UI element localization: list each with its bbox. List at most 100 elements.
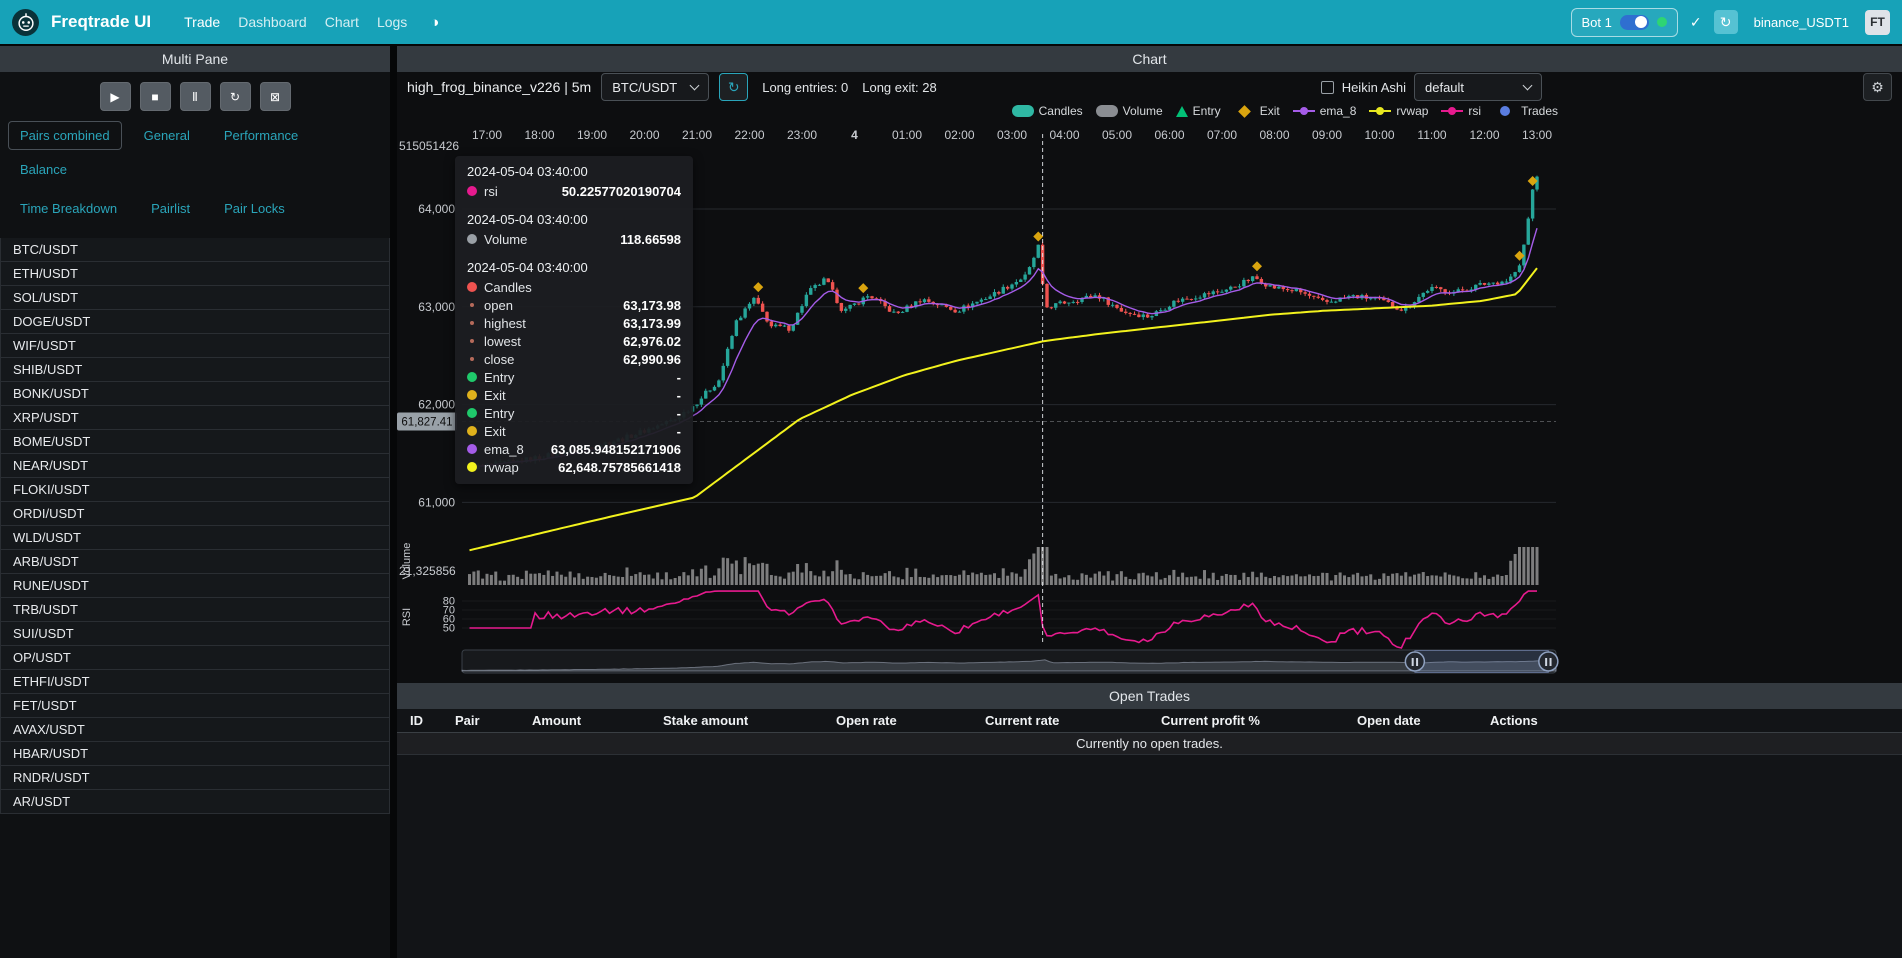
nav-link-trade[interactable]: Trade <box>184 14 221 30</box>
pause-bot-button[interactable]: Ⅱ <box>179 82 211 111</box>
cancel-open-orders-button[interactable]: ⊠ <box>259 82 291 111</box>
legend-item-ema-8[interactable]: ema_8 <box>1292 104 1357 118</box>
tab-balance[interactable]: Balance <box>20 162 67 177</box>
legend-item-rsi[interactable]: rsi <box>1441 104 1481 118</box>
column-header-actions: Actions <box>1490 713 1538 728</box>
price-chart[interactable]: 64,000 63,000 62,000 61,000 17:00 18:00 19:00 2… <box>397 120 1902 680</box>
tooltip-row-entry: Entry - <box>467 368 681 386</box>
pair-item-hbar-usdt[interactable]: HBAR/USDT <box>0 741 390 766</box>
pair-select[interactable]: BTC/USDT <box>601 73 710 101</box>
stop-bot-button[interactable]: ■ <box>139 82 171 111</box>
chart-refresh-button[interactable]: ↻ <box>719 73 749 101</box>
svg-text:03:00: 03:00 <box>997 128 1027 142</box>
legend-item-candles[interactable]: Candles <box>1011 104 1083 118</box>
exchange-login-label: binance_USDT1 <box>1753 14 1849 30</box>
pair-item-wif-usdt[interactable]: WIF/USDT <box>0 333 390 358</box>
tab-time-breakdown[interactable]: Time Breakdown <box>20 201 118 216</box>
user-avatar[interactable]: FT <box>1865 9 1890 35</box>
tooltip-row-entry: Entry - <box>467 404 681 422</box>
legend-item-trades[interactable]: Trades <box>1494 104 1558 118</box>
column-header-current-rate: Current rate <box>985 713 1060 728</box>
nav-link-logs[interactable]: Logs <box>376 14 408 30</box>
pair-item-wld-usdt[interactable]: WLD/USDT <box>0 525 390 550</box>
svg-text:13:00: 13:00 <box>1522 128 1552 142</box>
pair-item-rune-usdt[interactable]: RUNE/USDT <box>0 573 390 598</box>
column-header-open-rate: Open rate <box>836 713 897 728</box>
reload-config-button[interactable]: ↻ <box>219 82 251 111</box>
pair-item-sol-usdt[interactable]: SOL/USDT <box>0 285 390 310</box>
main-area: Chart high_frog_binance_v226 | 5m BTC/US… <box>397 46 1902 958</box>
start-bot-button[interactable]: ▶ <box>99 82 131 111</box>
exit-marker-icon <box>1527 176 1538 187</box>
pair-item-ordi-usdt[interactable]: ORDI/USDT <box>0 501 390 526</box>
svg-text:04:00: 04:00 <box>1049 128 1079 142</box>
pair-item-near-usdt[interactable]: NEAR/USDT <box>0 453 390 478</box>
pair-item-arb-usdt[interactable]: ARB/USDT <box>0 549 390 574</box>
legend-item-entry[interactable]: Entry <box>1175 104 1221 118</box>
legend-item-volume[interactable]: Volume <box>1095 104 1163 118</box>
pair-item-bonk-usdt[interactable]: BONK/USDT <box>0 381 390 406</box>
series-dot-icon <box>467 234 477 244</box>
pair-item-ethfi-usdt[interactable]: ETHFI/USDT <box>0 669 390 694</box>
tooltip-label: Entry <box>484 405 515 421</box>
pair-item-doge-usdt[interactable]: DOGE/USDT <box>0 309 390 334</box>
chart-panel-title: Chart <box>397 46 1902 72</box>
nav-link-chart[interactable]: Chart <box>324 14 359 30</box>
bot-toggle[interactable] <box>1619 14 1649 30</box>
pair-item-fet-usdt[interactable]: FET/USDT <box>0 693 390 718</box>
pair-item-eth-usdt[interactable]: ETH/USDT <box>0 261 390 286</box>
plot-config-value: default <box>1425 79 1465 95</box>
tooltip-label: Exit <box>484 387 506 403</box>
pair-item-avax-usdt[interactable]: AVAX/USDT <box>0 717 390 742</box>
datazoom-handle[interactable] <box>1404 651 1426 672</box>
pair-item-floki-usdt[interactable]: FLOKI/USDT <box>0 477 390 502</box>
pair-item-btc-usdt[interactable]: BTC/USDT <box>0 238 390 262</box>
heikin-ashi-checkbox[interactable] <box>1320 80 1334 94</box>
bot-selector[interactable]: Bot 1 <box>1570 7 1678 37</box>
series-dot-icon <box>467 444 477 454</box>
legend-item-exit[interactable]: Exit <box>1234 104 1280 118</box>
svg-text:RSI: RSI <box>401 608 413 626</box>
trades-marker-icon <box>1500 106 1511 116</box>
pair-item-op-usdt[interactable]: OP/USDT <box>0 645 390 670</box>
global-refresh-button[interactable]: ↻ <box>1713 10 1738 34</box>
svg-text:63,000: 63,000 <box>418 300 455 314</box>
tooltip-label: rsi <box>484 183 498 199</box>
legend-label: ema_8 <box>1319 104 1357 118</box>
navbar: Freqtrade UI Trade Dashboard Chart Logs ◑ B… <box>0 0 1902 44</box>
legend-item-rvwap[interactable]: rvwap <box>1369 104 1428 118</box>
chevron-down-icon <box>1522 80 1533 91</box>
pair-item-sui-usdt[interactable]: SUI/USDT <box>0 621 390 646</box>
tooltip-date: 2024-05-04 03:40:00 <box>467 212 588 227</box>
multi-pane-tabs: Pairs combined General Performance Balance T… <box>0 119 390 238</box>
candles-marker-icon <box>1011 105 1034 117</box>
tab-pairs-combined[interactable]: Pairs combined <box>8 121 122 150</box>
tooltip-row-volume: Volume 118.66598 <box>467 230 681 248</box>
exit-marker-icon <box>1252 261 1262 272</box>
tab-performance[interactable]: Performance <box>223 128 299 143</box>
tab-pairlist[interactable]: Pairlist <box>151 201 191 216</box>
pair-item-trb-usdt[interactable]: TRB/USDT <box>0 597 390 622</box>
tab-pair-locks[interactable]: Pair Locks <box>224 201 285 216</box>
open-trades-empty-row: Currently no open trades. <box>397 733 1902 755</box>
nav-link-dashboard[interactable]: Dashboard <box>238 14 307 30</box>
tab-general[interactable]: General <box>143 128 190 143</box>
legend-label: Candles <box>1038 104 1083 118</box>
theme-toggle-icon[interactable]: ◑ <box>430 13 440 31</box>
datazoom-handle[interactable] <box>1538 651 1559 672</box>
tooltip-value: - <box>676 387 681 403</box>
chart-controls: high_frog_binance_v226 | 5m BTC/USDT ↻ L… <box>397 72 1902 102</box>
plot-config-select[interactable]: default <box>1414 73 1542 101</box>
pair-item-rndr-usdt[interactable]: RNDR/USDT <box>0 765 390 790</box>
pair-item-bome-usdt[interactable]: BOME/USDT <box>0 429 390 454</box>
open-trades-header-row: ID Pair Amount Stake amount Open rate Current… <box>397 709 1902 733</box>
pair-item-xrp-usdt[interactable]: XRP/USDT <box>0 405 390 430</box>
bot-control-buttons: ▶ ■ Ⅱ ↻ ⊠ <box>0 72 390 119</box>
confirm-check-icon[interactable]: ✓ <box>1689 13 1702 30</box>
multi-pane-title: Multi Pane <box>0 46 390 72</box>
pair-item-shib-usdt[interactable]: SHIB/USDT <box>0 357 390 382</box>
tooltip-label: Volume <box>484 231 528 247</box>
plot-settings-button[interactable]: ⚙ <box>1863 73 1892 101</box>
tooltip-label: open <box>484 297 513 313</box>
pair-item-ar-usdt[interactable]: AR/USDT <box>0 789 390 814</box>
